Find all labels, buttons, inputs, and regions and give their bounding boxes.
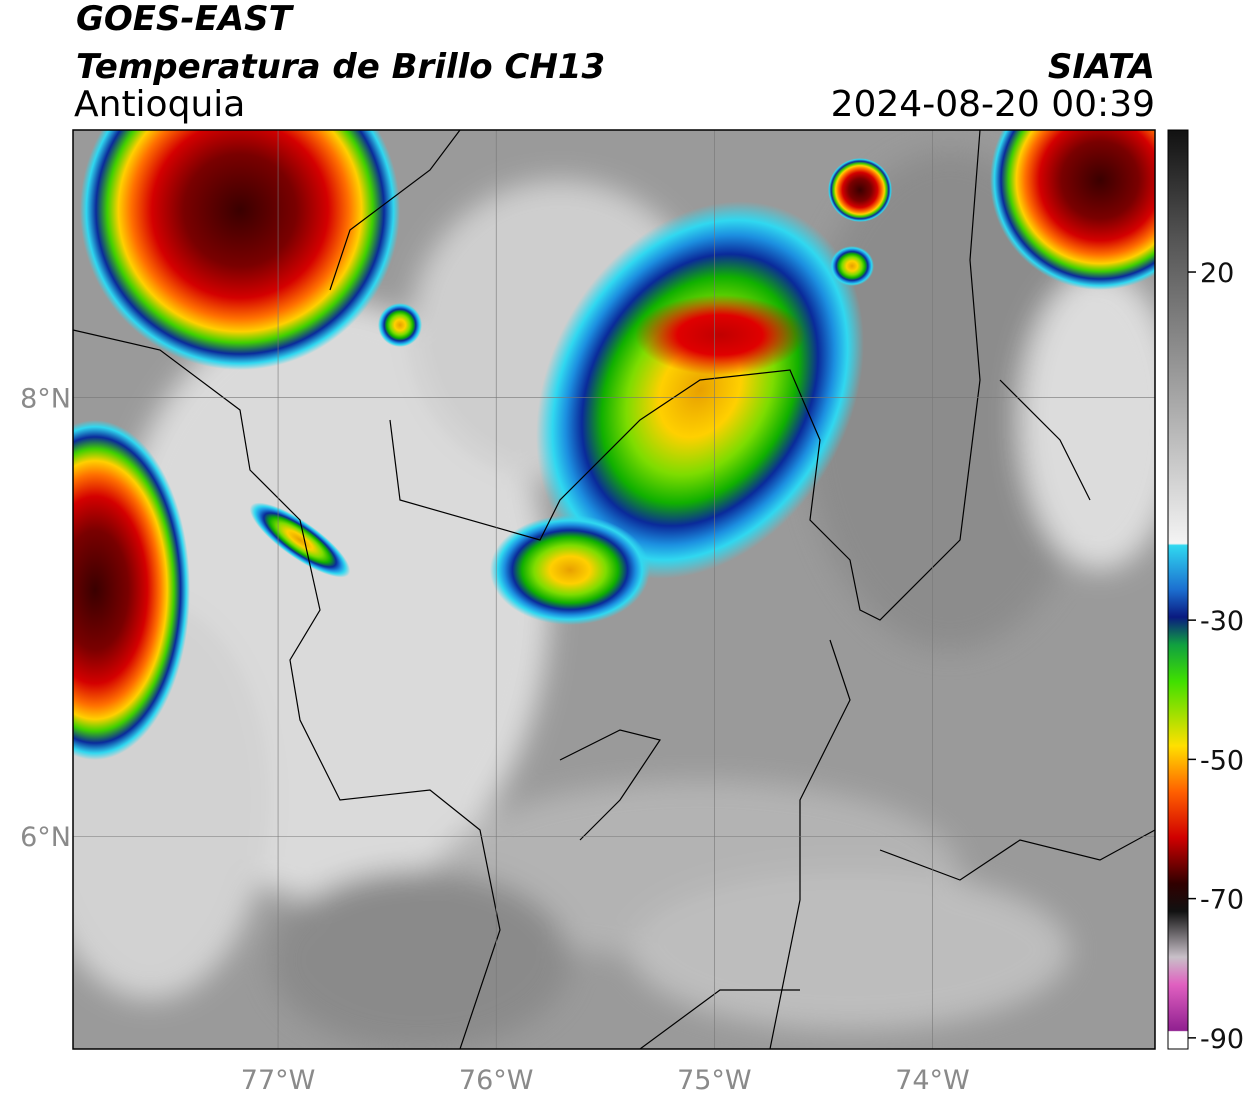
y-tick-label: 6°N [20,822,71,853]
x-tick-label: 77°W [241,1065,316,1096]
colorbar-tick-label: -90 [1200,1024,1244,1055]
title: GOES-EAST [76,0,295,39]
y-tick-label: 8°N [20,384,71,415]
colorbar-tick-label: -70 [1200,885,1244,916]
colorbar-tick-label: -30 [1200,606,1244,637]
map-frame [72,129,1156,1050]
colorbar-tick-label: 20 [1200,258,1234,289]
x-tick-label: 75°W [677,1065,752,1096]
x-tick-label: 74°W [895,1065,970,1096]
satellite-image [73,130,1155,1049]
source: SIATA [1048,47,1155,87]
subtitle: Temperatura de Brillo CH13 [76,47,605,87]
colorbar-tick-label: -50 [1200,745,1244,776]
region: Antioquia [74,84,245,125]
x-tick-label: 76°W [459,1065,534,1096]
colorbar [1167,129,1189,1050]
datetime: 2024-08-20 00:39 [831,84,1155,125]
